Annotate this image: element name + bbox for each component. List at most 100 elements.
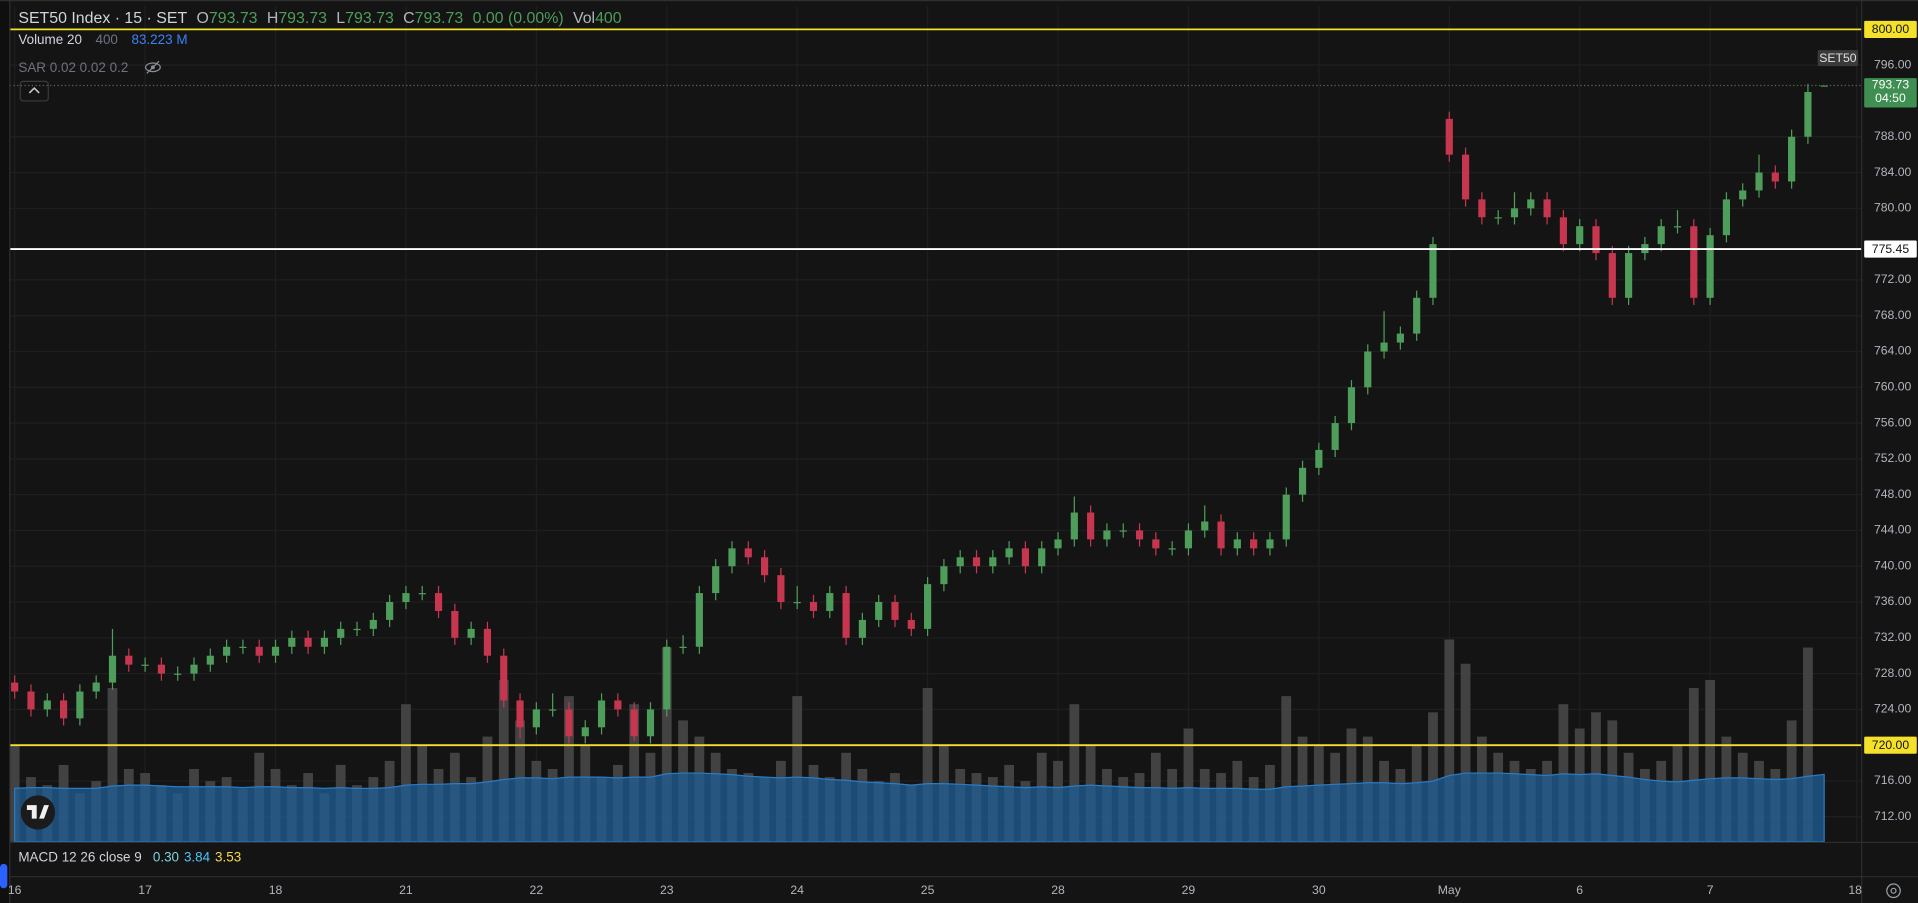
candle-body bbox=[223, 646, 231, 656]
series-badge bbox=[1817, 50, 1859, 67]
x-tick-label: 28 bbox=[1051, 883, 1065, 897]
sar-legend[interactable]: SAR 0.02 0.02 0.2 bbox=[18, 58, 161, 76]
candle-body bbox=[483, 628, 492, 656]
hidden-icon[interactable] bbox=[144, 60, 161, 75]
volume-bar bbox=[629, 704, 640, 842]
volume-bar bbox=[564, 696, 574, 842]
x-tick-label: 25 bbox=[921, 883, 935, 897]
candle-body bbox=[1722, 199, 1731, 236]
candle-body bbox=[842, 593, 850, 638]
candle-body bbox=[1331, 423, 1339, 450]
candle-body bbox=[826, 593, 834, 611]
candle-body bbox=[1298, 467, 1307, 495]
ohlc-key: L bbox=[336, 8, 346, 27]
candle-body bbox=[793, 602, 801, 604]
candle-body bbox=[1543, 199, 1551, 218]
countdown-label: 04:50 bbox=[1875, 91, 1906, 105]
volume-label: Volume 20 bbox=[18, 33, 82, 48]
volume-value: 400 bbox=[95, 33, 118, 48]
y-tick-label: 772.00 bbox=[1874, 272, 1912, 286]
axis-corner bbox=[1862, 877, 1918, 903]
x-tick-label: 24 bbox=[790, 883, 804, 897]
candle-body bbox=[1119, 530, 1127, 532]
volume-bar bbox=[1069, 704, 1080, 842]
vol-key: Vol bbox=[572, 8, 596, 27]
y-tick-label: 796.00 bbox=[1874, 57, 1912, 71]
candle-body bbox=[728, 548, 736, 567]
logo bbox=[20, 795, 56, 830]
candle-body bbox=[92, 682, 100, 692]
y-tick-label: 784.00 bbox=[1874, 165, 1912, 179]
y-tick-label: 740.00 bbox=[1874, 558, 1912, 572]
candle-body bbox=[1592, 226, 1600, 254]
candle-body bbox=[1364, 351, 1372, 388]
ohlc-value: 793.73 bbox=[208, 8, 258, 27]
candle-body bbox=[255, 646, 263, 656]
candle-body bbox=[1282, 494, 1290, 540]
collapse-button[interactable] bbox=[19, 80, 49, 102]
candle-body bbox=[353, 628, 361, 631]
candle-body bbox=[1494, 217, 1502, 219]
price-label-box bbox=[1864, 240, 1917, 258]
last-price-label: 793.73 bbox=[1872, 78, 1910, 92]
candle-body bbox=[500, 655, 508, 701]
macd-value: 0.30 bbox=[152, 850, 180, 866]
candle-body bbox=[630, 709, 638, 737]
x-tick-label: 29 bbox=[1182, 883, 1196, 897]
candle-body bbox=[679, 646, 687, 648]
candle-body bbox=[288, 637, 296, 647]
volume-bar bbox=[1705, 679, 1716, 842]
candle-body bbox=[27, 691, 35, 710]
candle-body bbox=[337, 628, 345, 638]
x-tick-label: 21 bbox=[399, 883, 413, 897]
candle-body bbox=[1755, 172, 1763, 191]
candle-body bbox=[1038, 548, 1046, 567]
candle-body bbox=[1559, 217, 1567, 245]
candle-body bbox=[549, 709, 557, 711]
volume-bar bbox=[498, 679, 509, 842]
change: 0.00 (0.00%) bbox=[472, 8, 564, 27]
x-tick-label: 6 bbox=[1576, 883, 1583, 897]
candle-body bbox=[320, 637, 329, 647]
x-tick-label: 23 bbox=[660, 883, 674, 897]
price-label: 800.00 bbox=[1872, 22, 1910, 36]
candle-body bbox=[1070, 512, 1078, 540]
volume-ma-value: 83.223 M bbox=[131, 33, 188, 48]
candle-body bbox=[125, 655, 133, 665]
y-tick-label: 744.00 bbox=[1874, 523, 1912, 537]
volume-bar bbox=[1428, 712, 1438, 842]
candle-body bbox=[1608, 253, 1616, 298]
candle-body bbox=[386, 602, 394, 620]
macd-value: 3.53 bbox=[215, 850, 242, 866]
volume-bar bbox=[1558, 704, 1569, 842]
candle-body bbox=[940, 566, 948, 585]
x-tick-label: 18: bbox=[1848, 883, 1865, 897]
candle-body bbox=[1168, 548, 1176, 550]
candle-body bbox=[956, 557, 964, 567]
candle-body bbox=[972, 557, 981, 567]
candle-body bbox=[1429, 244, 1437, 298]
ohlc-key: O bbox=[196, 8, 209, 27]
volume-ma-area bbox=[14, 772, 1825, 843]
candle-body bbox=[532, 709, 540, 728]
candle-body bbox=[809, 602, 818, 611]
candle-body bbox=[1673, 226, 1682, 228]
candle-body bbox=[1233, 539, 1241, 549]
candle-body bbox=[1005, 548, 1013, 558]
candle-body bbox=[760, 557, 769, 576]
y-tick-label: 728.00 bbox=[1874, 666, 1912, 680]
volume-legend[interactable]: Volume 20 400 83.223 M bbox=[18, 33, 192, 48]
candle-body bbox=[695, 593, 703, 647]
candle-body bbox=[43, 700, 51, 710]
candle-body bbox=[76, 691, 84, 719]
scroll-handle bbox=[0, 863, 8, 889]
ohlc-key: C bbox=[403, 8, 415, 27]
symbol[interactable]: SET50 Index · 15 · SET bbox=[18, 8, 188, 27]
candle-body bbox=[1706, 235, 1714, 298]
y-tick-label: 760.00 bbox=[1874, 380, 1912, 394]
macd-legend[interactable]: MACD 12 26 close 9 0.30 3.84 3.53 bbox=[18, 850, 246, 865]
ohlc-value: 793.73 bbox=[345, 8, 394, 27]
candle-body bbox=[907, 619, 915, 629]
